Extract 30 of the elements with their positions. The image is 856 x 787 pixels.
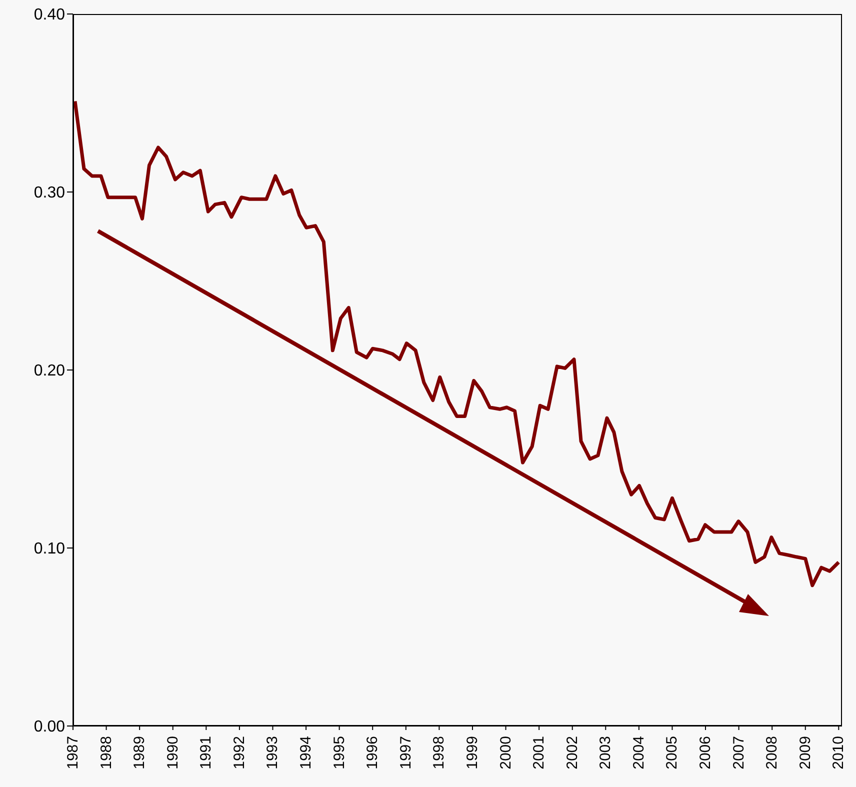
x-tick-label: 2006: [697, 736, 714, 770]
x-tick-label: 2001: [530, 736, 548, 770]
x-tick-label: 1996: [364, 736, 382, 770]
y-tick-label: 0.30: [34, 184, 66, 202]
x-tick-label: 2000: [497, 736, 514, 770]
x-tick-label: 2009: [796, 736, 814, 770]
x-tick-label: 1988: [98, 736, 115, 770]
y-tick-label: 0.00: [34, 718, 66, 736]
x-tick-label: 1995: [330, 736, 348, 770]
line-series: [73, 99, 840, 588]
x-tick-label: 2003: [597, 736, 614, 770]
y-tick-label: 0.20: [34, 362, 66, 380]
x-tick-label: 2004: [630, 736, 648, 770]
y-tick-label: 0.40: [34, 6, 66, 24]
y-tick-label: 0.10: [34, 540, 66, 558]
x-tick-label: 1993: [264, 736, 282, 770]
x-tick-label: 2007: [730, 736, 748, 770]
x-tick-label: 1999: [464, 736, 481, 770]
x-tick-label: 1994: [298, 736, 315, 770]
x-tick-label: 2002: [564, 736, 581, 770]
x-tick-label: 2005: [664, 736, 681, 770]
x-tick-label: 1998: [430, 736, 448, 770]
x-tick-label: 2010: [830, 736, 848, 770]
x-tick-label: 1990: [164, 736, 182, 770]
x-tick-label: 1992: [230, 736, 248, 770]
x-tick-label: 1991: [198, 736, 215, 770]
x-tick-label: 1997: [397, 736, 414, 770]
x-tick-label: 2008: [764, 736, 781, 770]
x-tick-label: 1989: [131, 736, 148, 770]
x-tick-label: 1987: [64, 736, 82, 770]
